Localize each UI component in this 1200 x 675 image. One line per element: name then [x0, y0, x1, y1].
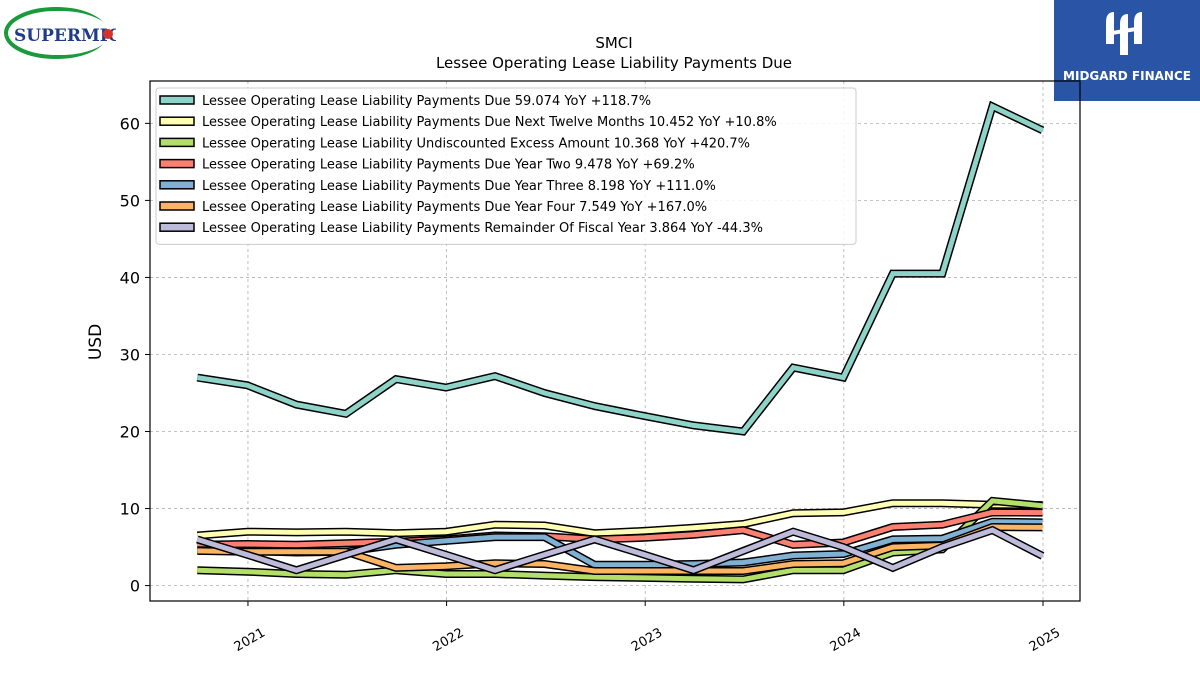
x-axis-ticks: 2021 2022 2023 2024 2025	[232, 601, 1063, 655]
y-tick-label: 20	[120, 423, 140, 442]
legend-swatch-5	[159, 201, 195, 211]
y-tick-label: 0	[130, 577, 140, 596]
legend-swatch-3	[159, 158, 195, 169]
supermicro-logo: SUPERMICR	[4, 6, 136, 60]
chart-title: SMCI	[595, 34, 632, 52]
y-tick-label: 50	[120, 191, 140, 210]
midgard-finance-wordmark: MIDGARD FINANCE	[1063, 69, 1191, 83]
y-tick-label: 10	[120, 500, 140, 519]
legend-swatch-6	[159, 222, 195, 232]
midgard-finance-logo: MIDGARD FINANCE	[1054, 0, 1200, 101]
legend-swatch-1	[159, 116, 195, 126]
y-tick-label: 30	[120, 345, 140, 364]
series-line-3	[197, 509, 1043, 548]
legend-label-4: Lessee Operating Lease Liability Payment…	[202, 179, 716, 194]
x-tick-label: 2025	[1027, 625, 1063, 655]
legend-label-6: Lessee Operating Lease Liability Payment…	[202, 221, 763, 236]
midgard-emblem-icon	[1106, 12, 1142, 55]
y-tick-label: 60	[120, 114, 140, 133]
legend-label-2: Lessee Operating Lease Liability Undisco…	[202, 136, 750, 151]
chart-subtitle: Lessee Operating Lease Liability Payment…	[436, 54, 792, 72]
x-tick-label: 2023	[629, 625, 665, 655]
series-line-2	[197, 498, 1043, 582]
legend-swatch-0	[159, 95, 195, 105]
legend-label-3: Lessee Operating Lease Liability Payment…	[202, 158, 695, 173]
y-axis-ticks: 0 10 20 30 40 50 60	[120, 114, 150, 596]
legend: Lessee Operating Lease Liability Payment…	[155, 87, 857, 245]
series-line-6	[196, 527, 1044, 573]
x-tick-label: 2022	[430, 625, 466, 655]
legend-label-0: Lessee Operating Lease Liability Payment…	[202, 94, 651, 109]
legend-swatch-4	[159, 180, 195, 190]
series-layer	[196, 100, 1045, 584]
x-tick-label: 2024	[828, 625, 864, 655]
legend-label-5: Lessee Operating Lease Liability Payment…	[202, 200, 707, 215]
legend-swatch-2	[159, 137, 195, 148]
x-tick-label: 2021	[232, 625, 268, 655]
series-line-1	[197, 500, 1043, 538]
series-line-5	[197, 524, 1043, 574]
legend-box	[155, 87, 857, 245]
legend-label-1: Lessee Operating Lease Liability Payment…	[202, 115, 777, 130]
y-tick-label: 40	[120, 268, 140, 287]
axes-frame	[149, 80, 1081, 602]
series-line-0	[196, 102, 1044, 435]
y-axis-label: USD	[86, 324, 106, 360]
